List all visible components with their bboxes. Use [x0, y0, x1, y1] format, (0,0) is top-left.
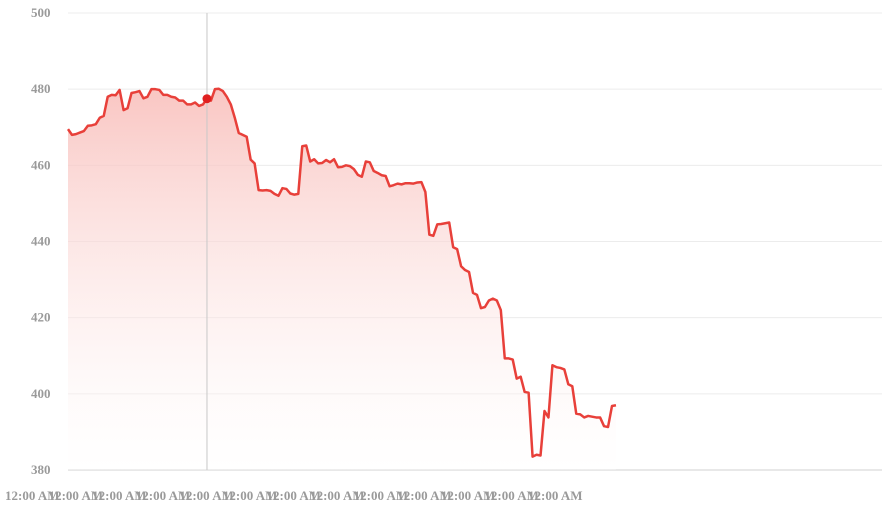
x-tick-label: 12:00 AM [5, 488, 60, 503]
x-tick-label: 12:00 AM [484, 488, 539, 503]
y-tick-label: 420 [31, 310, 51, 325]
y-tick-label: 440 [31, 234, 51, 249]
series-line [66, 87, 617, 458]
y-tick-label: 400 [31, 386, 51, 401]
x-tick-label: 12:00 AM [49, 488, 104, 503]
y-axis-ticks: 380 400 420 440 460 480 500 [31, 5, 51, 477]
x-tick-label: 12:00 AM [397, 488, 452, 503]
y-tick-label: 500 [31, 5, 51, 20]
y-tick-label: 460 [31, 157, 51, 172]
y-tick-label: 380 [31, 462, 51, 477]
x-tick-label: 12:00 AM [179, 488, 234, 503]
x-tick-label: 12:00 AM [441, 488, 496, 503]
series-area-fill [68, 88, 616, 470]
x-tick-label: 12:00 AM [136, 488, 191, 503]
hover-marker-point[interactable] [202, 94, 212, 104]
x-tick-label: 12:00 AM [223, 488, 278, 503]
y-tick-label: 480 [31, 81, 51, 96]
x-tick-label: 12:00 AM [92, 488, 147, 503]
x-tick-label: 12:00 AM [528, 488, 583, 503]
x-tick-label: 12:00 AM [267, 488, 322, 503]
x-tick-label: 12:00 AM [354, 488, 409, 503]
x-tick-label: 12:00 AM [310, 488, 365, 503]
